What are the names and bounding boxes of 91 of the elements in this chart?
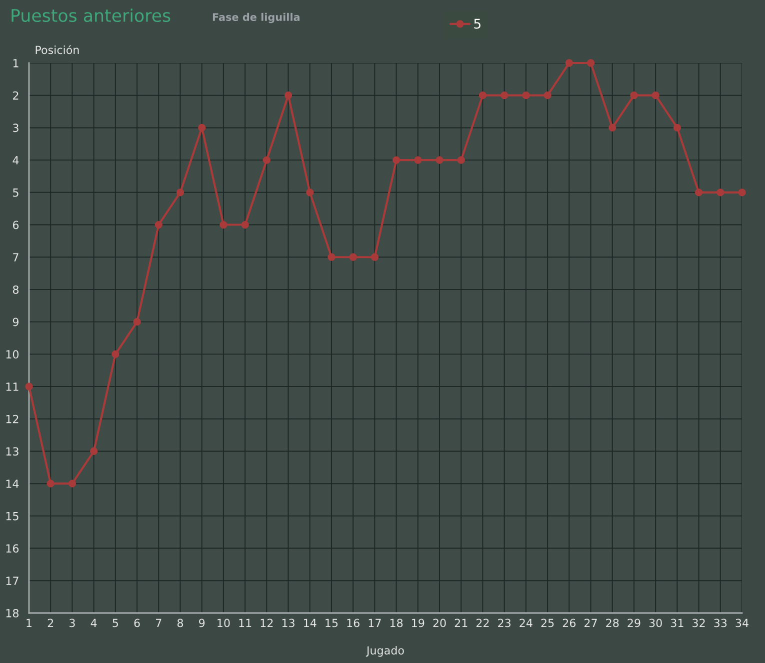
y-tick-label: 8 [12, 285, 19, 294]
x-tick-label: 15 [326, 618, 338, 628]
point [68, 480, 76, 488]
point [241, 220, 249, 229]
chart-subtitle: Fase de liguilla [212, 12, 300, 24]
x-tick-label: 25 [541, 618, 554, 628]
point [25, 382, 33, 390]
y-tick-label: 18 [6, 608, 19, 618]
x-tick-label: 4 [90, 618, 97, 627]
point [436, 156, 444, 164]
y-tick-label: 16 [6, 544, 19, 553]
y-tick-label: 17 [6, 576, 18, 585]
point [673, 124, 681, 132]
y-tick-label: 9 [12, 318, 18, 326]
x-tick-label: 19 [412, 618, 424, 628]
x-tick-label: 27 [584, 618, 597, 627]
x-tick-label: 13 [282, 618, 294, 628]
point [694, 188, 703, 196]
point [457, 156, 465, 164]
point [90, 447, 98, 456]
x-tick-label: 17 [368, 618, 381, 627]
point [414, 156, 422, 164]
x-tick-label: 22 [476, 618, 489, 627]
point [220, 220, 228, 229]
point [630, 92, 638, 100]
point [284, 92, 292, 100]
point [392, 156, 400, 164]
point [370, 253, 379, 261]
y-tick-label: 10 [6, 350, 19, 359]
point [176, 188, 184, 196]
x-tick-label: 28 [606, 618, 619, 628]
y-tick-label: 2 [13, 91, 18, 100]
x-tick-label: 16 [347, 618, 360, 628]
y-tick-label: 1 [13, 59, 18, 68]
x-tick-label: 3 [70, 618, 75, 628]
point [262, 156, 270, 164]
point [478, 92, 487, 100]
y-tick-label: 4 [12, 156, 19, 164]
x-tick-label: 26 [562, 618, 576, 628]
y-tick-label: 7 [13, 253, 18, 262]
y-tick-label: 11 [6, 382, 18, 391]
y-tick-label: 5 [13, 188, 18, 197]
y-tick-label: 13 [6, 447, 18, 456]
x-tick-label: 6 [134, 618, 140, 628]
x-tick-label: 2 [48, 618, 54, 627]
x-tick-label: 30 [649, 618, 662, 628]
point [586, 59, 595, 67]
x-tick-label: 11 [239, 618, 252, 627]
y-tick-label: 14 [6, 480, 19, 488]
point [306, 188, 314, 196]
x-tick-label: 12 [260, 618, 273, 627]
x-tick-label: 20 [433, 618, 446, 628]
x-tick-label: 1 [26, 618, 32, 627]
point [349, 253, 357, 261]
point [500, 92, 508, 100]
point [608, 124, 616, 132]
point [522, 92, 530, 100]
y-tick-label: 12 [6, 414, 18, 424]
point [565, 59, 573, 67]
y-tick-label: 6 [12, 220, 19, 230]
x-tick-label: 9 [199, 618, 205, 628]
point [112, 350, 120, 358]
chart-title: Puestos anteriores [12, 8, 170, 22]
x-tick-label: 5 [112, 618, 118, 628]
x-tick-label: 31 [670, 618, 684, 628]
x-tick-label: 32 [692, 618, 705, 628]
x-tick-label: 7 [156, 618, 162, 627]
x-tick-label: 8 [177, 618, 184, 628]
x-tick-label: 18 [390, 618, 403, 628]
point [133, 318, 141, 326]
point [738, 188, 746, 196]
x-tick-label: 21 [454, 618, 468, 627]
point [154, 220, 162, 229]
x-axis-title: Jugado [366, 646, 404, 657]
point [46, 480, 54, 488]
x-tick-label: 14 [304, 618, 316, 627]
y-tick-label: 3 [13, 124, 18, 132]
x-tick-label: 23 [498, 618, 511, 628]
x-tick-label: 10 [218, 618, 230, 628]
legend-label: 5 [474, 18, 480, 29]
point [652, 92, 660, 100]
x-tick-label: 34 [736, 618, 748, 628]
x-tick-label: 24 [520, 618, 532, 627]
point [544, 92, 552, 100]
y-axis-title: Posición [36, 45, 79, 54]
point [328, 253, 336, 261]
y-tick-label: 15 [6, 512, 18, 520]
x-tick-label: 29 [628, 618, 640, 628]
point [716, 188, 724, 196]
x-tick-label: 33 [714, 618, 727, 628]
point [198, 124, 206, 132]
